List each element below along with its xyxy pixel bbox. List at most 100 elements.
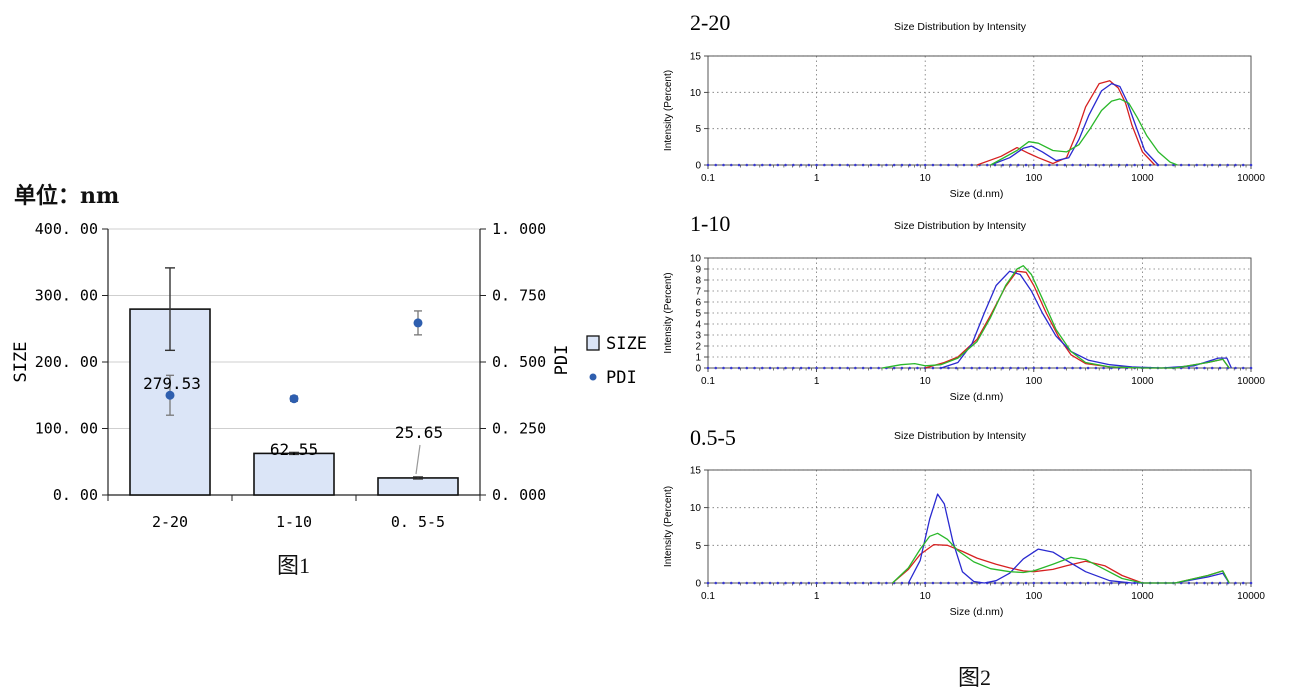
y2-tick-label: 0. 250 (492, 420, 546, 438)
y-axis-title: Intensity (Percent) (663, 70, 674, 151)
panel-label: 0.5-5 (690, 425, 736, 450)
x-tick-label: 0.1 (701, 376, 715, 387)
baseline-marker (861, 581, 865, 585)
baseline-marker (962, 581, 966, 585)
baseline-marker (1141, 163, 1144, 167)
baseline-marker (1071, 163, 1074, 167)
baseline-marker (776, 366, 780, 370)
baseline-marker (1210, 163, 1214, 167)
series-line (892, 543, 1230, 584)
baseline-marker (900, 163, 904, 167)
baseline-marker (823, 366, 826, 370)
baseline-marker (846, 163, 849, 167)
baseline-marker (1040, 581, 1043, 585)
x-tick-label: 10000 (1237, 173, 1265, 184)
figure2-charts: 2-20 Size Distribution by Intensity051015… (663, 10, 1265, 618)
y-tick-label: 15 (690, 466, 702, 477)
x-tick-label: 2-20 (152, 513, 188, 531)
baseline-marker (838, 163, 842, 167)
baseline-marker (1117, 163, 1121, 167)
baseline-marker (1110, 163, 1113, 167)
y-tick-label: 0 (695, 579, 701, 590)
x-tick-label: 100 (1025, 173, 1042, 184)
baseline-marker (737, 581, 741, 585)
baseline-marker (885, 581, 888, 585)
pdi-point (413, 318, 423, 328)
x-tick-label: 100 (1025, 376, 1042, 387)
y-tick-label: 3 (695, 331, 701, 342)
baseline-marker (838, 366, 842, 370)
baseline-marker (823, 581, 826, 585)
y-tick-label: 5 (695, 124, 701, 135)
x-tick-label: 1 (814, 173, 820, 184)
y-tick-label: 10 (690, 88, 702, 99)
legend-label-pdi: PDI (606, 368, 637, 388)
baseline-marker (714, 581, 718, 585)
baseline-marker (1001, 366, 1005, 370)
baseline-marker (815, 581, 818, 585)
baseline-marker (869, 581, 873, 585)
baseline-marker (1234, 366, 1237, 370)
baseline-marker (1241, 581, 1245, 585)
baseline-marker (970, 163, 974, 167)
baseline-marker (807, 581, 811, 585)
series-line (990, 82, 1159, 166)
y2-tick-label: 0. 750 (492, 287, 546, 305)
baseline-marker (916, 163, 919, 167)
x-tick-label: 1000 (1131, 591, 1154, 602)
baseline-marker (792, 581, 795, 585)
baseline-marker (1086, 366, 1090, 370)
baseline-marker (1009, 581, 1012, 585)
x-axis-title: Size (d.nm) (950, 606, 1004, 618)
baseline-marker (1094, 163, 1098, 167)
baseline-marker (877, 581, 880, 585)
baseline-marker (1024, 366, 1028, 370)
baseline-marker (908, 366, 911, 370)
panel-title: Size Distribution by Intensity (894, 21, 1027, 33)
size-value-label: 279.53 (143, 374, 201, 393)
baseline-marker (1040, 366, 1043, 370)
baseline-marker (1055, 366, 1059, 370)
y-axis-title: Intensity (Percent) (663, 272, 674, 353)
baseline-marker (761, 366, 764, 370)
baseline-marker (1032, 163, 1036, 167)
series-line (881, 265, 1230, 369)
x-tick-label: 1 (814, 376, 820, 387)
baseline-marker (1009, 366, 1012, 370)
baseline-marker (993, 163, 997, 167)
baseline-marker (1055, 163, 1059, 167)
baseline-marker (1063, 163, 1067, 167)
y-tick-label: 5 (695, 541, 701, 552)
plot-frame (707, 55, 1252, 166)
baseline-marker (1203, 581, 1206, 585)
baseline-marker (729, 163, 733, 167)
y2-tick-label: 1. 000 (492, 220, 546, 238)
baseline-marker (729, 366, 733, 370)
panel-label: 1-10 (690, 211, 730, 236)
y-tick-label: 300. 00 (35, 287, 98, 305)
x-tick-label: 1000 (1131, 173, 1154, 184)
baseline-marker (1249, 581, 1253, 585)
baseline-marker (970, 366, 974, 370)
baseline-marker (1187, 581, 1191, 585)
baseline-marker (1094, 366, 1098, 370)
y-tick-label: 0 (695, 364, 701, 375)
y-tick-label: 400. 00 (35, 220, 98, 238)
x-axis-title: Size (d.nm) (950, 391, 1004, 403)
x-tick-label: 10000 (1237, 591, 1265, 602)
baseline-marker (869, 366, 873, 370)
baseline-marker (1009, 163, 1012, 167)
baseline-marker (947, 366, 950, 370)
baseline-marker (706, 163, 710, 167)
baseline-marker (1102, 163, 1105, 167)
baseline-marker (885, 163, 888, 167)
baseline-marker (1125, 163, 1129, 167)
y2-tick-label: 0. 500 (492, 353, 546, 371)
baseline-marker (745, 163, 749, 167)
baseline-marker (784, 581, 787, 585)
y-axis-title: Intensity (Percent) (663, 486, 674, 567)
baseline-marker (1048, 581, 1051, 585)
baseline-marker (830, 163, 834, 167)
baseline-marker (1203, 366, 1206, 370)
baseline-marker (985, 366, 989, 370)
